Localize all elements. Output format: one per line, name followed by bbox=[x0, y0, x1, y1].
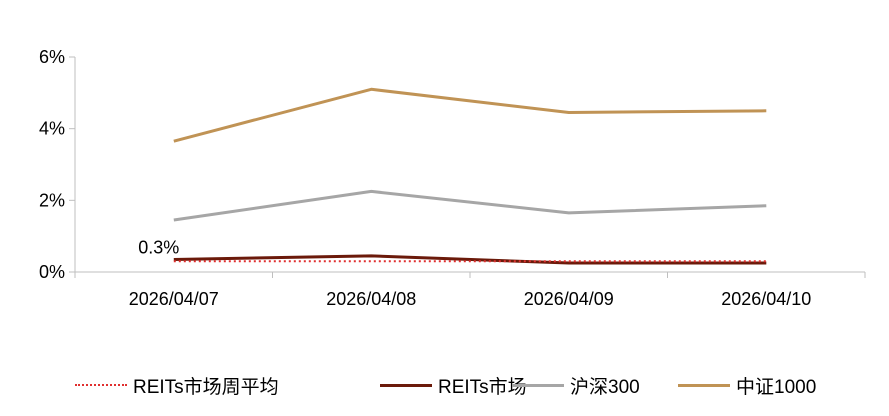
legend-label: REITs市场 bbox=[438, 376, 527, 398]
y-tick-label: 0% bbox=[39, 262, 65, 282]
line-chart: 0% 2% 4% 6% 2026/04/07 2026/04/08 2026/04/09 20… bbox=[39, 47, 866, 309]
legend-item: REITs市场 bbox=[380, 370, 527, 400]
y-tick-label: 4% bbox=[39, 119, 65, 139]
x-tick-label: 2026/04/07 bbox=[129, 289, 219, 309]
legend-swatch bbox=[75, 384, 127, 386]
legend-item: REITs市场周平均 bbox=[75, 370, 279, 400]
legend-item: 沪深300 bbox=[512, 370, 640, 400]
series-line-1 bbox=[173, 254, 767, 265]
legend-swatch bbox=[678, 383, 730, 387]
series-line-2 bbox=[173, 189, 767, 222]
x-tick-label: 2026/04/10 bbox=[721, 289, 811, 309]
legend-label: 中证1000 bbox=[736, 376, 817, 398]
series-line-3 bbox=[173, 87, 767, 143]
legend-swatch bbox=[380, 383, 432, 387]
y-tick-label: 6% bbox=[39, 47, 65, 67]
chart-legend: REITs市场周平均 REITs市场 沪深300 中证1000 bbox=[0, 370, 889, 400]
x-tick-label: 2026/04/09 bbox=[524, 289, 614, 309]
legend-label: REITs市场周平均 bbox=[133, 376, 279, 398]
legend-item: 中证1000 bbox=[678, 370, 816, 400]
legend-label: 沪深300 bbox=[570, 376, 640, 398]
y-tick-label: 2% bbox=[39, 190, 65, 210]
x-tick-label: 2026/04/08 bbox=[326, 289, 416, 309]
legend-swatch bbox=[512, 383, 564, 387]
data-label: 0.3% bbox=[138, 237, 179, 257]
